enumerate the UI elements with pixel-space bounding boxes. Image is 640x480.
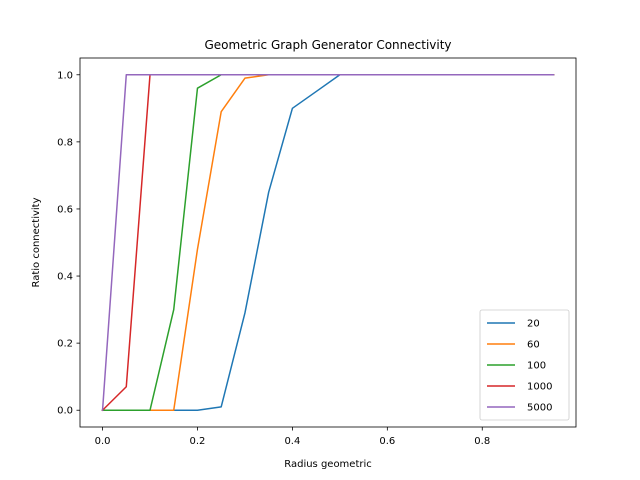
y-tick-label: 0.4 [57,272,73,283]
x-tick-label: 0.6 [379,436,395,447]
chart-title: Geometric Graph Generator Connectivity [204,38,451,52]
legend-label-20: 20 [527,319,540,330]
legend-label-100: 100 [527,361,546,372]
legend-box [479,309,570,421]
x-axis-ticks: 0.0 0.2 0.4 0.6 0.8 [95,427,490,447]
y-tick-label: 1.0 [57,70,73,81]
y-tick-label: 0.6 [57,204,73,215]
legend: 20 60 100 1000 5000 [479,309,570,421]
x-tick-label: 0.0 [95,436,111,447]
x-tick-label: 0.4 [284,436,300,447]
y-tick-label: 0.0 [57,406,73,417]
x-tick-label: 0.8 [474,436,490,447]
x-axis-label: Radius geometric [284,459,372,470]
series-line-5000 [101,74,555,412]
y-axis-ticks: 0.0 0.2 0.4 0.6 0.8 1.0 [57,70,80,417]
legend-label-5000: 5000 [527,403,552,414]
x-tick-label: 0.2 [190,436,206,447]
y-tick-label: 0.8 [57,137,73,148]
legend-label-60: 60 [527,340,540,351]
y-tick-label: 0.2 [57,339,73,350]
plot-frame [79,57,577,428]
y-axis-label: Ratio connectivity [31,197,42,287]
plot-lines [101,74,555,412]
legend-label-1000: 1000 [527,382,552,393]
